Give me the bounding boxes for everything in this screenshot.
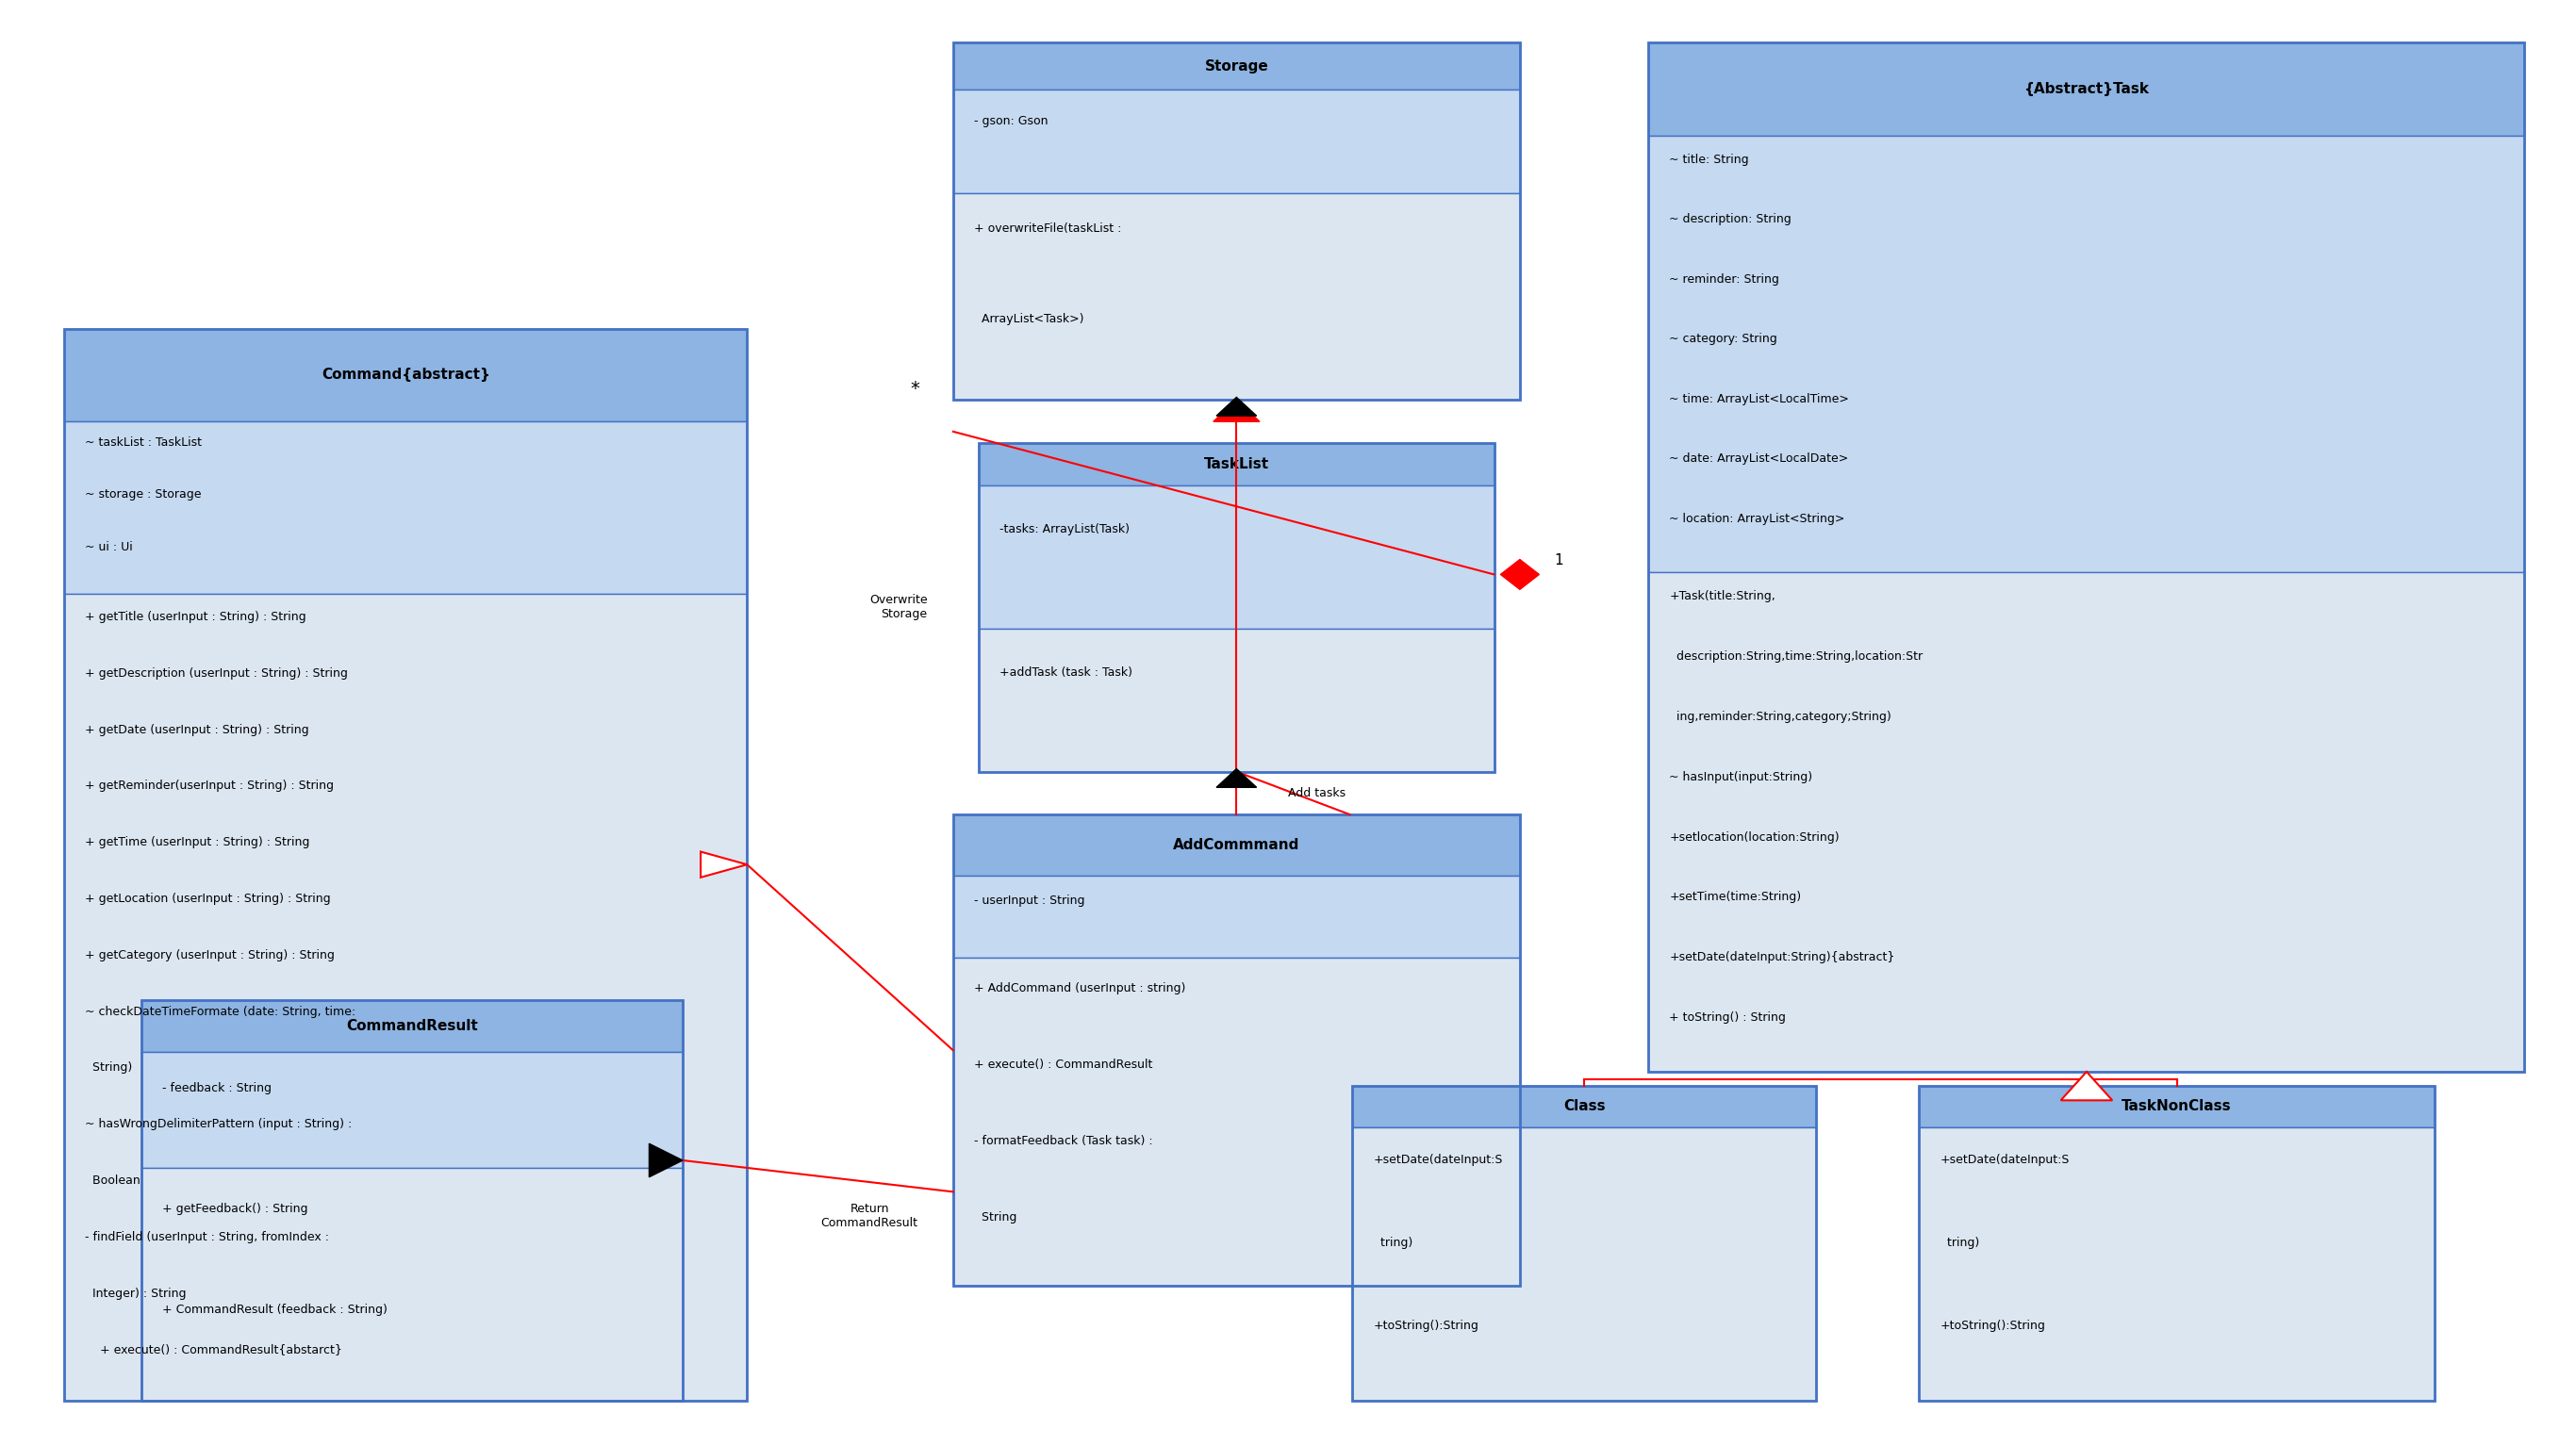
Text: Add tasks: Add tasks	[1288, 787, 1345, 799]
Text: - feedback : String: - feedback : String	[162, 1082, 270, 1095]
Text: + getCategory (userInput : String) : String: + getCategory (userInput : String) : Str…	[85, 949, 335, 962]
Text: Boolean: Boolean	[85, 1175, 142, 1186]
Text: description:String,time:String,location:Str: description:String,time:String,location:…	[1669, 650, 1924, 663]
Text: + getDate (userInput : String) : String: + getDate (userInput : String) : String	[85, 723, 309, 736]
Text: ~ taskList : TaskList: ~ taskList : TaskList	[85, 436, 201, 449]
Text: + execute() : CommandResult{abstarct}: + execute() : CommandResult{abstarct}	[85, 1343, 343, 1356]
Text: +addTask (task : Task): +addTask (task : Task)	[999, 666, 1133, 679]
Text: Class: Class	[1564, 1099, 1605, 1113]
Polygon shape	[979, 629, 1494, 772]
Text: + getTitle (userInput : String) : String: + getTitle (userInput : String) : String	[85, 610, 307, 623]
Polygon shape	[1649, 136, 2524, 573]
Text: *: *	[909, 380, 920, 397]
Polygon shape	[1213, 400, 1260, 422]
Text: ~ hasWrongDelimiterPattern (input : String) :: ~ hasWrongDelimiterPattern (input : Stri…	[85, 1117, 353, 1130]
Text: ~ reminder: String: ~ reminder: String	[1669, 273, 1780, 286]
Text: ~ ui : Ui: ~ ui : Ui	[85, 542, 134, 553]
Polygon shape	[1499, 559, 1540, 589]
Text: tring): tring)	[1373, 1238, 1412, 1249]
Text: +toString():String: +toString():String	[1373, 1320, 1479, 1332]
Text: + AddCommand (userInput : string): + AddCommand (userInput : string)	[974, 982, 1185, 995]
Text: ~ time: ArrayList<LocalTime>: ~ time: ArrayList<LocalTime>	[1669, 393, 1850, 406]
Text: - gson: Gson: - gson: Gson	[974, 116, 1048, 127]
Text: ~ checkDateTimeFormate (date: String, time:: ~ checkDateTimeFormate (date: String, ti…	[85, 1006, 355, 1017]
Text: + getDescription (userInput : String) : String: + getDescription (userInput : String) : …	[85, 667, 348, 679]
Text: - findField (userInput : String, fromIndex :: - findField (userInput : String, fromInd…	[85, 1230, 330, 1243]
Text: String): String)	[85, 1062, 131, 1075]
Text: Integer) : String: Integer) : String	[85, 1288, 185, 1299]
Polygon shape	[1352, 1127, 1816, 1400]
Text: +setDate(dateInput:String){abstract}: +setDate(dateInput:String){abstract}	[1669, 952, 1896, 963]
Text: - formatFeedback (Task task) :: - formatFeedback (Task task) :	[974, 1135, 1151, 1147]
Text: TaskList: TaskList	[1203, 457, 1270, 472]
Polygon shape	[953, 193, 1520, 400]
Text: ~ date: ArrayList<LocalDate>: ~ date: ArrayList<LocalDate>	[1669, 453, 1850, 464]
Text: Storage: Storage	[1206, 59, 1267, 73]
Polygon shape	[953, 89, 1520, 193]
Text: ~ hasInput(input:String): ~ hasInput(input:String)	[1669, 770, 1814, 783]
Text: String: String	[974, 1212, 1018, 1223]
Polygon shape	[1919, 1086, 2434, 1127]
Text: +setDate(dateInput:S: +setDate(dateInput:S	[1373, 1155, 1502, 1166]
Text: + getFeedback() : String: + getFeedback() : String	[162, 1203, 309, 1215]
Text: ~ description: String: ~ description: String	[1669, 213, 1790, 226]
Polygon shape	[1649, 43, 2524, 136]
Text: ing,reminder:String,category;String): ing,reminder:String,category;String)	[1669, 710, 1891, 723]
Polygon shape	[1649, 573, 2524, 1072]
Polygon shape	[1216, 397, 1257, 416]
Text: ArrayList<Task>): ArrayList<Task>)	[974, 313, 1084, 326]
Text: - userInput : String: - userInput : String	[974, 895, 1084, 907]
Polygon shape	[953, 815, 1520, 876]
Text: ~ category: String: ~ category: String	[1669, 333, 1777, 346]
Text: +toString():String: +toString():String	[1940, 1320, 2045, 1332]
Text: TaskNonClass: TaskNonClass	[2123, 1099, 2231, 1113]
Polygon shape	[953, 43, 1520, 89]
Polygon shape	[142, 1052, 683, 1169]
Text: +setTime(time:String): +setTime(time:String)	[1669, 892, 1801, 903]
Text: +Task(title:String,: +Task(title:String,	[1669, 590, 1775, 603]
Polygon shape	[953, 876, 1520, 957]
Text: AddCommmand: AddCommmand	[1172, 839, 1301, 852]
Polygon shape	[979, 443, 1494, 486]
Text: 1: 1	[1553, 553, 1564, 567]
Text: + getTime (userInput : String) : String: + getTime (userInput : String) : String	[85, 836, 309, 849]
Text: ~ storage : Storage: ~ storage : Storage	[85, 489, 201, 502]
Polygon shape	[1352, 1086, 1816, 1127]
Text: -tasks: ArrayList(Task): -tasks: ArrayList(Task)	[999, 523, 1131, 536]
Polygon shape	[1919, 1127, 2434, 1400]
Polygon shape	[2061, 1072, 2112, 1100]
Text: {Abstract}Task: {Abstract}Task	[2025, 83, 2148, 96]
Text: Overwrite
Storage: Overwrite Storage	[868, 594, 927, 620]
Text: +setlocation(location:String): +setlocation(location:String)	[1669, 832, 1839, 843]
Text: CommandResult: CommandResult	[345, 1019, 479, 1033]
Polygon shape	[701, 852, 747, 877]
Text: + CommandResult (feedback : String): + CommandResult (feedback : String)	[162, 1303, 386, 1316]
Polygon shape	[1216, 769, 1257, 787]
Text: tring): tring)	[1940, 1238, 1978, 1249]
Text: + getLocation (userInput : String) : String: + getLocation (userInput : String) : Str…	[85, 893, 330, 905]
Polygon shape	[64, 594, 747, 1400]
Text: Return
CommandResult: Return CommandResult	[822, 1203, 917, 1229]
Text: ~ title: String: ~ title: String	[1669, 153, 1749, 166]
Text: ~ location: ArrayList<String>: ~ location: ArrayList<String>	[1669, 513, 1844, 524]
Polygon shape	[142, 1169, 683, 1400]
Text: + execute() : CommandResult: + execute() : CommandResult	[974, 1059, 1151, 1070]
Polygon shape	[953, 957, 1520, 1286]
Text: + getReminder(userInput : String) : String: + getReminder(userInput : String) : Stri…	[85, 780, 335, 792]
Polygon shape	[64, 329, 747, 422]
Polygon shape	[64, 422, 747, 594]
Polygon shape	[649, 1143, 683, 1177]
Polygon shape	[142, 1000, 683, 1052]
Text: Command{abstract}: Command{abstract}	[322, 369, 489, 382]
Text: +setDate(dateInput:S: +setDate(dateInput:S	[1940, 1155, 2069, 1166]
Polygon shape	[979, 486, 1494, 629]
Text: + overwriteFile(taskList :: + overwriteFile(taskList :	[974, 223, 1121, 236]
Text: + toString() : String: + toString() : String	[1669, 1012, 1785, 1023]
